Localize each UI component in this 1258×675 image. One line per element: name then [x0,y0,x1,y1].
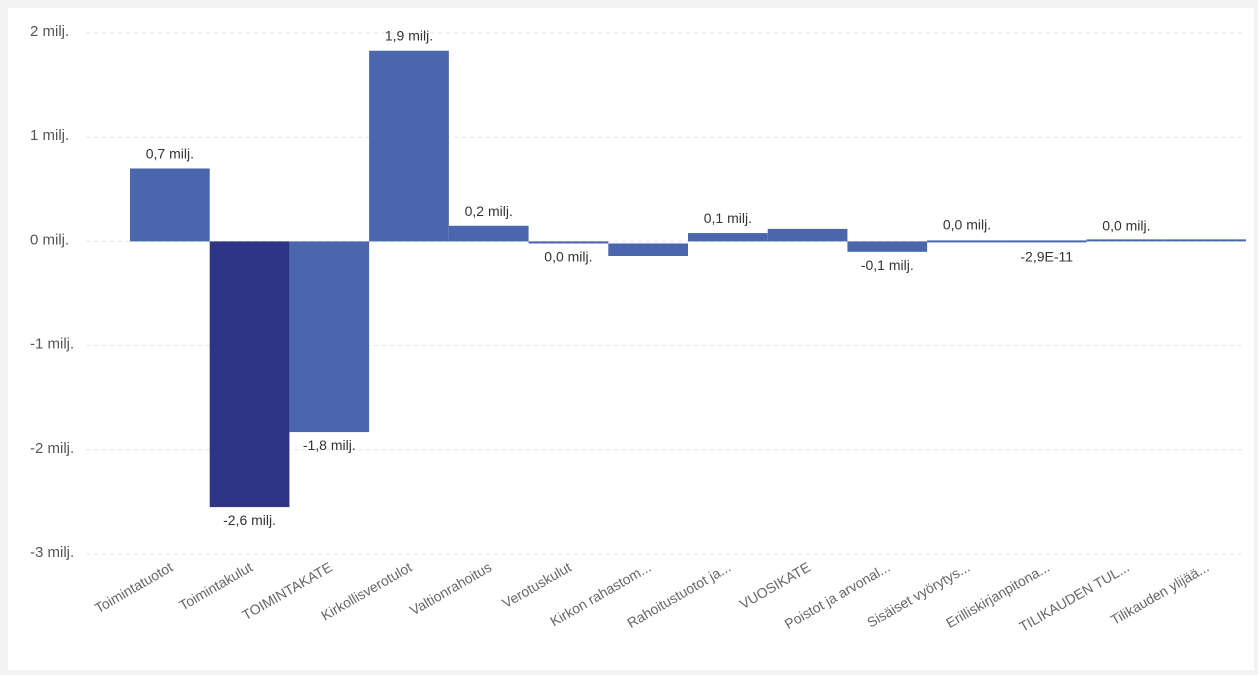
x-category-label: Valtionrahoitus [407,559,494,619]
y-tick-label: -1 milj. [30,336,74,353]
data-label: 0,1 milj. [704,210,752,226]
data-label: -0,1 milj. [861,257,914,273]
waterfall-bar [927,240,1007,243]
y-tick-label: 2 milj. [30,23,69,40]
waterfall-bar [1166,239,1246,242]
data-label: 0,0 milj. [943,216,991,232]
waterfall-bar [209,241,290,508]
x-category-label: Verotuskulut [499,559,574,611]
y-tick-label: -3 milj. [30,544,74,561]
y-tick-label: -2 milj. [30,440,74,457]
waterfall-bar [528,241,609,244]
data-label: 0,0 milj. [544,248,592,264]
waterfall-bar [448,225,529,242]
data-label: 0,2 milj. [465,203,513,219]
data-label: -1,8 milj. [303,437,356,453]
data-label: 0,0 milj. [1102,217,1150,233]
waterfall-bar [1006,240,1087,243]
waterfall-bar [767,228,848,242]
x-category-label: Kirkollisverotulot [318,559,414,624]
waterfall-bar [688,233,768,242]
data-label: -2,9E-11 [1020,248,1073,264]
waterfall-bar [1086,239,1167,242]
waterfall-bar [608,243,688,256]
waterfall-bar [847,241,928,252]
y-tick-label: 0 milj. [30,231,69,248]
x-category-label: Toimintatuotot [92,559,176,616]
waterfall-bar [289,241,370,433]
waterfall-bar [369,50,449,242]
waterfall-bar [130,168,210,242]
chart-card: 2 milj. 1 milj. 0 milj. -1 milj. -2 milj. -3 … [8,8,1254,670]
y-tick-label: 1 milj. [30,127,69,144]
x-category-label: VUOSIKATE [737,559,813,612]
x-category-label: Toimintakulut [176,559,255,614]
data-label: 0,7 milj. [146,145,194,161]
data-label: 1,9 milj. [385,28,433,44]
data-label: -2,6 milj. [223,512,276,528]
waterfall-chart: 2 milj. 1 milj. 0 milj. -1 milj. -2 milj. -3 … [30,23,1246,635]
